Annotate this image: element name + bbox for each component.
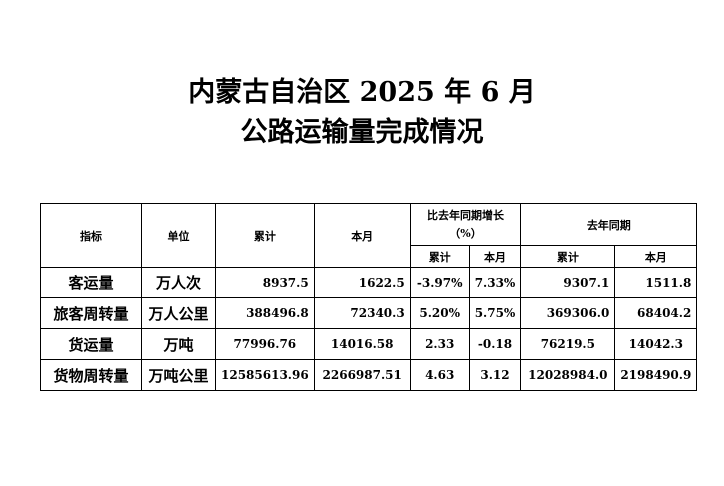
header-ly-cumulative: 累计	[520, 245, 616, 268]
cell-indicator: 客运量	[40, 267, 142, 298]
header-growth-month: 本月	[468, 245, 522, 268]
table-row: 货运量 万吨 77996.76 14016.58 2.33 -0.18 76219.5 140…	[40, 328, 698, 360]
cell-ly-month: 1511.8	[614, 267, 698, 298]
header-growth: 比去年同期增长（%）	[409, 203, 522, 246]
cell-growth-month: 7.33%	[468, 267, 522, 298]
header-month: 本月	[313, 203, 411, 268]
cell-month: 14016.58	[313, 328, 411, 360]
cell-month: 1622.5	[313, 267, 411, 298]
title-line-1: 内蒙古自治区 2025 年 6 月	[188, 77, 536, 108]
cell-month: 2266987.51	[313, 359, 411, 391]
cell-unit: 万人次	[141, 267, 216, 298]
cell-growth-cum: 5.20%	[409, 297, 470, 329]
cell-growth-month: 3.12	[468, 359, 522, 391]
cell-growth-month: -0.18	[468, 328, 522, 360]
cell-ly-cum: 76219.5	[520, 328, 616, 360]
cell-ly-cum: 9307.1	[520, 267, 616, 298]
cell-unit: 万吨	[141, 328, 216, 360]
cell-ly-month: 14042.3	[614, 328, 698, 360]
cell-cumulative: 77996.76	[215, 328, 315, 360]
cell-ly-month: 2198490.9	[614, 359, 698, 391]
table-row: 客运量 万人次 8937.5 1622.5 -3.97% 7.33% 9307.1 1511.…	[40, 267, 698, 298]
header-growth-cumulative: 累计	[409, 245, 470, 268]
title-line-2: 公路运输量完成情况	[240, 117, 484, 148]
cell-indicator: 货物周转量	[40, 359, 142, 391]
table-row: 货物周转量 万吨公里 12585613.96 2266987.51 4.63 3.12 12…	[40, 359, 698, 391]
cell-ly-month: 68404.2	[614, 297, 698, 329]
transport-table: 指标 单位 累计 本月 比去年同期增长（%） 去年同期 累计 本月 累计 本月 …	[40, 203, 698, 391]
cell-unit: 万吨公里	[141, 359, 216, 391]
cell-ly-cum: 369306.0	[520, 297, 616, 329]
cell-growth-month: 5.75%	[468, 297, 522, 329]
cell-unit: 万人公里	[141, 297, 216, 329]
header-indicator: 指标	[40, 203, 142, 268]
cell-growth-cum: 4.63	[409, 359, 470, 391]
cell-cumulative: 8937.5	[215, 267, 315, 298]
cell-indicator: 旅客周转量	[40, 297, 142, 329]
header-last-year: 去年同期	[520, 203, 698, 246]
header-ly-month: 本月	[614, 245, 698, 268]
cell-cumulative: 12585613.96	[215, 359, 315, 391]
header-cumulative: 累计	[215, 203, 315, 268]
cell-cumulative: 388496.8	[215, 297, 315, 329]
cell-growth-cum: 2.33	[409, 328, 470, 360]
header-unit: 单位	[141, 203, 216, 268]
cell-ly-cum: 12028984.0	[520, 359, 616, 391]
cell-growth-cum: -3.97%	[409, 267, 470, 298]
table-row: 旅客周转量 万人公里 388496.8 72340.3 5.20% 5.75% 369306…	[40, 297, 698, 329]
cell-indicator: 货运量	[40, 328, 142, 360]
cell-month: 72340.3	[313, 297, 411, 329]
